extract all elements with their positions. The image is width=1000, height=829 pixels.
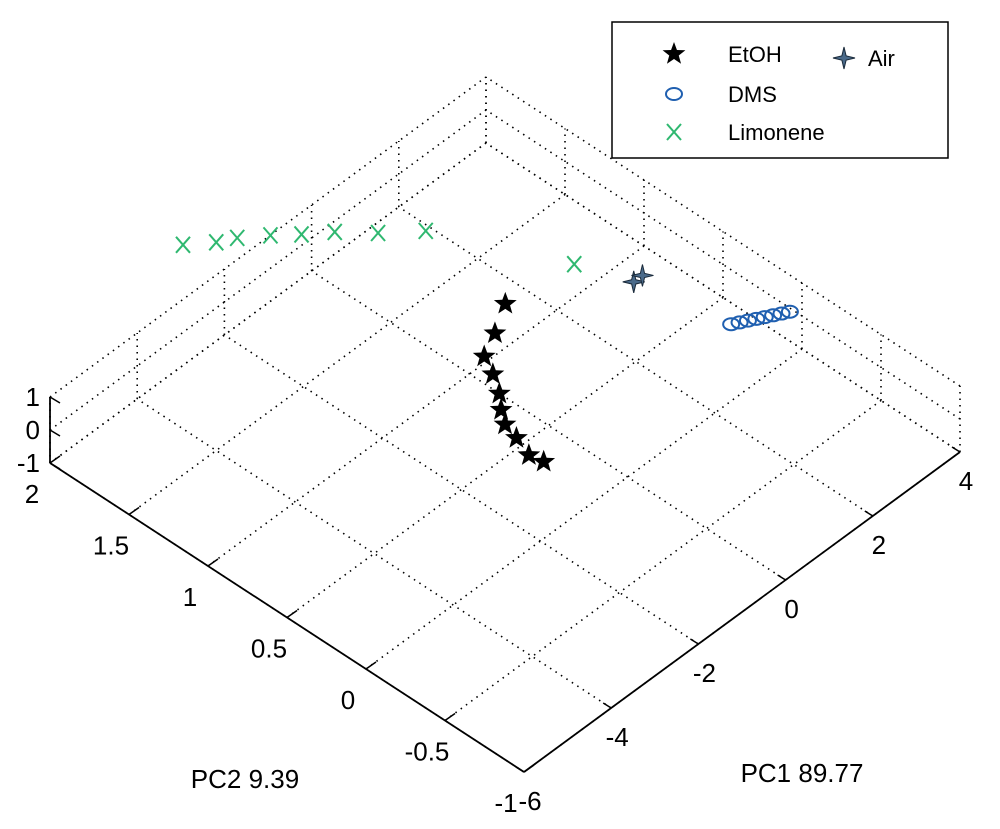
y-tick-mark	[286, 609, 298, 619]
limonene-point	[370, 224, 386, 242]
z-tick-mark	[49, 396, 61, 404]
z-tick-mark	[49, 462, 61, 470]
etoh-point	[517, 443, 541, 465]
back-wall-grid-line	[49, 142, 487, 464]
etoh-point	[505, 426, 528, 448]
x-tick-mark	[864, 510, 874, 517]
legend: EtOH DMS Limonene Air	[611, 21, 949, 159]
etoh-point	[487, 381, 511, 404]
x-tick-label: 2	[872, 530, 886, 560]
y-tick-label: 0	[341, 685, 355, 715]
series-dms	[722, 304, 799, 332]
dms-point	[730, 315, 749, 330]
limonene-point	[418, 222, 434, 240]
floor-grid-line	[49, 142, 487, 464]
dms-point	[738, 313, 757, 328]
y-tick-label: 1.5	[93, 531, 129, 561]
x-tick-label: -6	[518, 786, 541, 816]
y-tick-label: -1	[494, 788, 517, 818]
floor-grid-line	[223, 334, 699, 645]
series-limonene	[175, 222, 582, 273]
z-tick-label: -1	[17, 448, 40, 478]
limonene-point	[566, 255, 582, 273]
x-tick-mark	[602, 702, 612, 709]
y-axis-label: PC2 9.39	[191, 764, 299, 794]
floor-grid-line	[286, 296, 724, 619]
y-tick-mark	[444, 712, 456, 722]
etoh-point	[481, 362, 505, 384]
point-layer	[175, 222, 799, 472]
x-tick-mark	[951, 446, 961, 453]
floor-grid-line	[398, 206, 874, 517]
floor-grid-line	[136, 398, 612, 709]
dms-point	[755, 310, 774, 325]
dms-point	[722, 317, 741, 332]
floor-grid-line	[444, 399, 882, 722]
x-tick-mark	[515, 766, 525, 773]
y-tick-mark	[207, 558, 219, 567]
floor-grid-line	[128, 193, 566, 516]
x-axis-label: PC1 89.77	[741, 758, 864, 788]
z-tick-mark	[49, 429, 61, 437]
floor-grid-line	[207, 245, 645, 567]
limonene-point	[229, 229, 245, 247]
dms-point	[780, 304, 799, 319]
legend-label-air: Air	[868, 46, 895, 71]
series-etoh	[472, 291, 556, 472]
x-tick-label: 4	[959, 466, 973, 496]
etoh-point	[489, 397, 513, 420]
legend-label-limonene: Limonene	[728, 120, 825, 145]
x-tick-label: -2	[693, 658, 716, 688]
legend-marker-etoh	[662, 42, 686, 64]
floor-grid-line	[365, 348, 803, 670]
etoh-point	[493, 412, 517, 435]
limonene-point	[327, 223, 343, 241]
etoh-point	[483, 321, 507, 344]
legend-label-etoh: EtOH	[728, 42, 782, 67]
x-tick-mark	[690, 638, 699, 645]
legend-marker-limonene	[666, 123, 682, 141]
y-tick-mark	[49, 455, 61, 464]
dms-point	[772, 306, 791, 321]
floor-grid-line	[311, 270, 787, 581]
etoh-point	[472, 344, 496, 367]
y-tick-label: 0.5	[251, 634, 287, 664]
legend-marker-dms	[665, 87, 683, 101]
air-point	[631, 264, 654, 287]
x-tick-label: -4	[606, 722, 629, 752]
x-tick-mark	[777, 574, 786, 581]
z-tick-label: 0	[26, 415, 40, 445]
dms-point	[747, 311, 766, 326]
back-wall-grid-line	[49, 109, 487, 431]
legend-label-dms: DMS	[728, 82, 777, 107]
limonene-point	[262, 226, 279, 245]
y-tick-label: -0.5	[405, 737, 450, 767]
y-tick-mark	[128, 506, 140, 516]
series-air	[622, 264, 654, 293]
etoh-point	[493, 291, 517, 314]
y-tick-label: 1	[183, 582, 197, 612]
dms-point	[764, 308, 783, 323]
y-tick-mark	[523, 764, 535, 773]
limonene-point	[208, 233, 224, 251]
z-tick-label: 1	[26, 382, 40, 412]
x-tick-label: 0	[784, 594, 798, 624]
legend-marker-air	[832, 46, 856, 70]
limonene-point	[175, 236, 191, 254]
y-tick-label: 2	[25, 479, 39, 509]
etoh-point	[532, 449, 556, 472]
air-point	[622, 270, 645, 293]
x-axis-line	[523, 451, 961, 773]
limonene-point	[293, 225, 310, 244]
y-tick-mark	[365, 661, 377, 670]
